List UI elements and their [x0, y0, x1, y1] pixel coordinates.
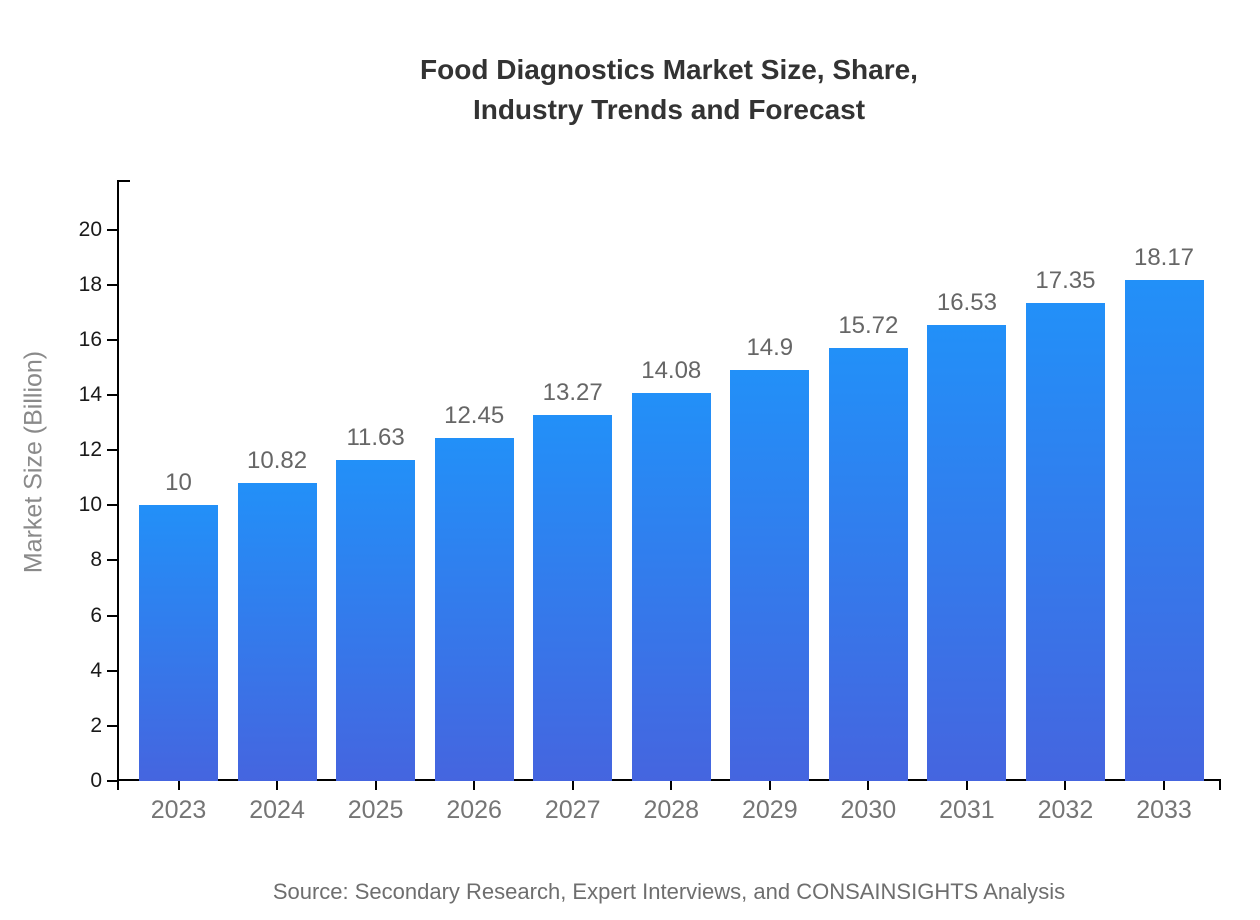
y-tick-label: 18 — [78, 272, 102, 296]
bar-2029 — [730, 370, 810, 781]
x-tick-label: 2024 — [249, 796, 305, 824]
chart-title: Food Diagnostics Market Size, Share, Ind… — [420, 54, 918, 125]
y-tick-mark — [107, 614, 117, 617]
y-tick-label: 14 — [78, 383, 102, 407]
x-tick-label: 2026 — [446, 796, 502, 824]
y-tick-label: 8 — [90, 548, 102, 572]
y-tick-label: 0 — [90, 769, 102, 792]
bar-value-label: 15.72 — [838, 311, 899, 339]
x-tick-mark — [473, 781, 476, 790]
x-tick-label: 2027 — [544, 796, 601, 824]
x-tick-mark — [374, 781, 377, 790]
bar-2028 — [631, 392, 711, 781]
bar-value-label: 12.45 — [444, 401, 505, 429]
bar-value-label: 14.08 — [641, 356, 702, 384]
x-tick-label: 2028 — [643, 796, 700, 824]
x-tick-mark — [571, 781, 574, 790]
y-tick-label: 10 — [78, 493, 102, 517]
x-tick-label: 2025 — [347, 796, 404, 824]
y-tick-label: 20 — [78, 217, 102, 241]
bar-2024 — [237, 482, 317, 781]
y-tick-mark — [107, 724, 117, 727]
x-tick-label: 2032 — [1037, 796, 1094, 824]
bar-2031 — [927, 325, 1007, 781]
y-tick-label: 16 — [78, 327, 102, 351]
y-tick-mark — [107, 780, 117, 782]
bar-value-label: 10.82 — [247, 446, 308, 474]
bar-2026 — [434, 437, 514, 781]
bar-2033 — [1124, 280, 1204, 781]
x-tick-mark — [670, 781, 673, 790]
bar-value-label: 10 — [165, 469, 192, 497]
x-tick-label: 2031 — [939, 796, 995, 824]
bar-value-label: 17.35 — [1035, 266, 1096, 294]
bar-2025 — [336, 460, 416, 781]
x-tick-label: 2030 — [840, 796, 897, 824]
y-tick-mark — [107, 283, 117, 286]
plot-area: 0 2 4 6 8 10 12 14 16 18 20 10 2023 10.82 2024 11.63 202… — [79, 180, 1221, 824]
x-tick-mark — [768, 781, 771, 790]
y-axis-end-cap — [117, 180, 130, 182]
x-tick-label: 2029 — [741, 796, 798, 824]
bar-2030 — [828, 347, 908, 781]
y-axis-line — [117, 180, 119, 781]
x-tick-mark — [965, 781, 968, 790]
x-tick-mark — [1163, 781, 1165, 790]
y-tick-mark — [107, 338, 117, 341]
x-tick-mark — [276, 781, 279, 790]
x-tick-mark — [867, 781, 870, 790]
y-tick-mark — [107, 449, 117, 452]
y-tick-label: 12 — [78, 438, 102, 462]
source-caption: Source: Secondary Research, Expert Inter… — [272, 879, 1066, 904]
y-tick-mark — [107, 669, 117, 672]
y-tick-mark — [107, 228, 117, 231]
x-axis-end-tick — [1219, 781, 1221, 790]
bar-value-label: 18.17 — [1133, 244, 1195, 272]
y-tick-mark — [107, 394, 117, 397]
x-axis-corner-tick — [117, 781, 119, 790]
bar-2032 — [1025, 302, 1105, 781]
y-tick-mark — [107, 504, 117, 507]
bar-value-label: 16.53 — [936, 289, 997, 317]
x-tick-label: 2033 — [1136, 796, 1192, 824]
y-tick-label: 6 — [90, 603, 102, 627]
bar-2027 — [533, 415, 613, 781]
y-tick-label: 4 — [90, 658, 102, 682]
bar-value-label: 11.63 — [346, 424, 405, 452]
x-tick-mark — [1064, 781, 1067, 790]
bar-value-label: 14.9 — [746, 334, 794, 362]
x-tick-label: 2023 — [150, 796, 207, 824]
x-tick-mark — [177, 781, 180, 790]
y-tick-mark — [107, 559, 117, 562]
bar-value-label: 13.27 — [542, 379, 603, 407]
bar-2023 — [139, 505, 218, 781]
y-tick-label: 2 — [90, 713, 102, 737]
